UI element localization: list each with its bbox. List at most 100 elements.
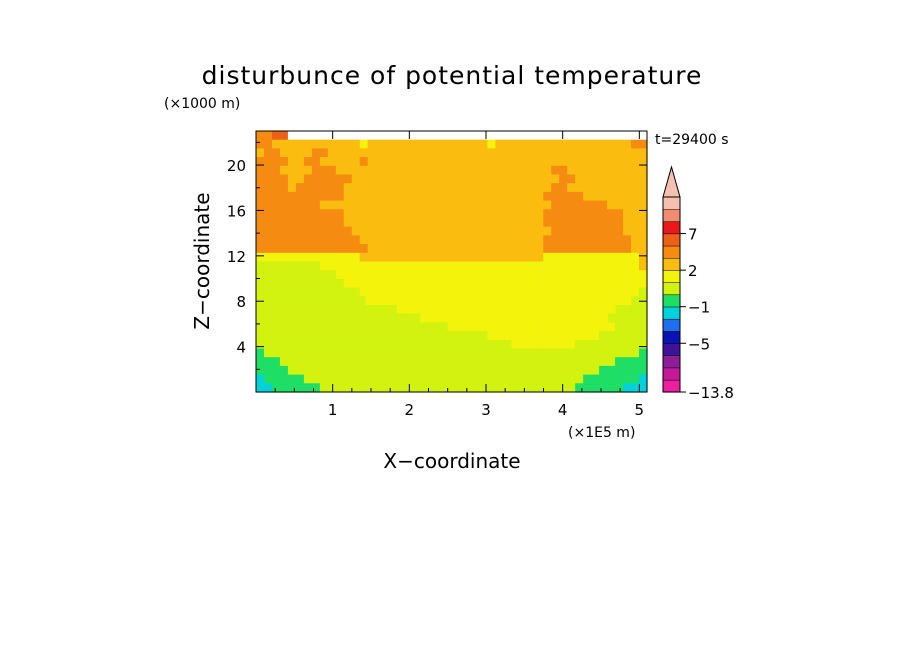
field-cell xyxy=(287,365,297,376)
field-cell xyxy=(271,148,281,158)
colorbar-bin xyxy=(662,196,681,210)
field-cell xyxy=(567,374,576,384)
field-cell xyxy=(447,261,457,271)
field-cell xyxy=(447,357,457,367)
field-cell xyxy=(302,313,312,323)
field-cell xyxy=(383,383,393,393)
field-cell xyxy=(463,183,473,193)
field-cell xyxy=(615,261,624,271)
field-cell xyxy=(487,235,496,245)
field-cell xyxy=(599,139,608,149)
field-cell xyxy=(527,226,536,236)
chart-title: disturbunce of potential temperature xyxy=(202,61,703,90)
field-cell xyxy=(527,374,536,384)
field-cell xyxy=(535,244,544,254)
field-cell xyxy=(623,200,632,210)
field-cell xyxy=(551,383,560,393)
field-cell xyxy=(383,157,393,167)
field-cell xyxy=(431,374,441,384)
field-cell xyxy=(311,131,321,141)
field-cell xyxy=(311,322,321,332)
field-cell xyxy=(335,218,345,228)
field-cell xyxy=(543,244,552,254)
field-cell xyxy=(535,174,544,184)
field-cell xyxy=(367,244,377,254)
field-cell xyxy=(375,374,385,384)
field-cell xyxy=(607,296,617,306)
field-cell xyxy=(567,383,576,393)
field-cell xyxy=(343,331,353,341)
field-cell xyxy=(256,313,265,323)
field-cell xyxy=(455,348,465,358)
field-cell xyxy=(607,383,616,393)
field-cell xyxy=(327,165,337,176)
field-cell xyxy=(511,357,520,367)
field-cell xyxy=(375,339,385,350)
field-cell xyxy=(623,374,632,384)
field-cell xyxy=(591,131,600,141)
field-cell xyxy=(467,313,476,323)
field-cell xyxy=(319,322,329,332)
field-cell xyxy=(391,183,401,193)
field-cell xyxy=(482,296,492,306)
field-cell xyxy=(399,183,409,193)
field-cell xyxy=(311,339,321,350)
field-cell xyxy=(428,313,437,323)
field-cell xyxy=(335,183,345,193)
field-cell xyxy=(575,139,584,149)
field-cell xyxy=(399,374,409,384)
field-cell xyxy=(359,357,369,367)
field-cell xyxy=(271,209,281,219)
field-cell xyxy=(383,148,393,158)
field-cell xyxy=(607,174,616,184)
field-cell xyxy=(327,209,337,219)
field-cell xyxy=(559,322,568,332)
field-cell xyxy=(327,374,337,384)
colorbar-frame xyxy=(662,196,681,393)
field-cell xyxy=(318,313,327,323)
field-cell xyxy=(490,305,500,315)
field-cell xyxy=(367,357,377,367)
field-cell xyxy=(559,148,568,158)
field-cell xyxy=(327,226,337,236)
field-cell xyxy=(375,244,385,254)
field-cell xyxy=(327,365,337,376)
field-cell xyxy=(447,322,457,332)
field-cell xyxy=(623,191,632,202)
colorbar-label: 7 xyxy=(688,226,698,244)
field-cell xyxy=(459,305,468,315)
field-cell xyxy=(351,348,361,358)
field-cell xyxy=(407,365,417,376)
contour-field xyxy=(256,131,648,393)
field-cell xyxy=(343,278,353,289)
field-cell xyxy=(575,165,584,176)
field-cell xyxy=(451,305,460,315)
field-cell xyxy=(519,374,528,384)
field-cell xyxy=(279,131,289,141)
field-cell xyxy=(415,348,425,358)
field-cell xyxy=(495,218,504,228)
field-cell xyxy=(383,209,393,219)
field-cell xyxy=(631,322,640,332)
field-cell xyxy=(303,331,313,341)
field-cell xyxy=(463,157,473,167)
field-cell xyxy=(535,139,544,149)
field-cell xyxy=(311,261,321,271)
field-cell xyxy=(375,218,385,228)
field-cell xyxy=(535,365,544,376)
field-cell xyxy=(279,139,289,149)
field-cell xyxy=(391,331,401,341)
field-cell xyxy=(527,139,536,149)
field-cell xyxy=(600,296,609,306)
field-cell xyxy=(420,296,429,306)
field-cell xyxy=(623,305,632,315)
field-cell xyxy=(543,357,552,367)
field-cell xyxy=(455,226,465,236)
field-cell xyxy=(271,165,281,176)
field-cell xyxy=(343,383,353,393)
field-cell xyxy=(615,296,625,306)
field-cell xyxy=(471,287,481,297)
field-cell xyxy=(271,331,281,341)
field-cell xyxy=(431,235,441,245)
field-cell xyxy=(591,357,600,367)
